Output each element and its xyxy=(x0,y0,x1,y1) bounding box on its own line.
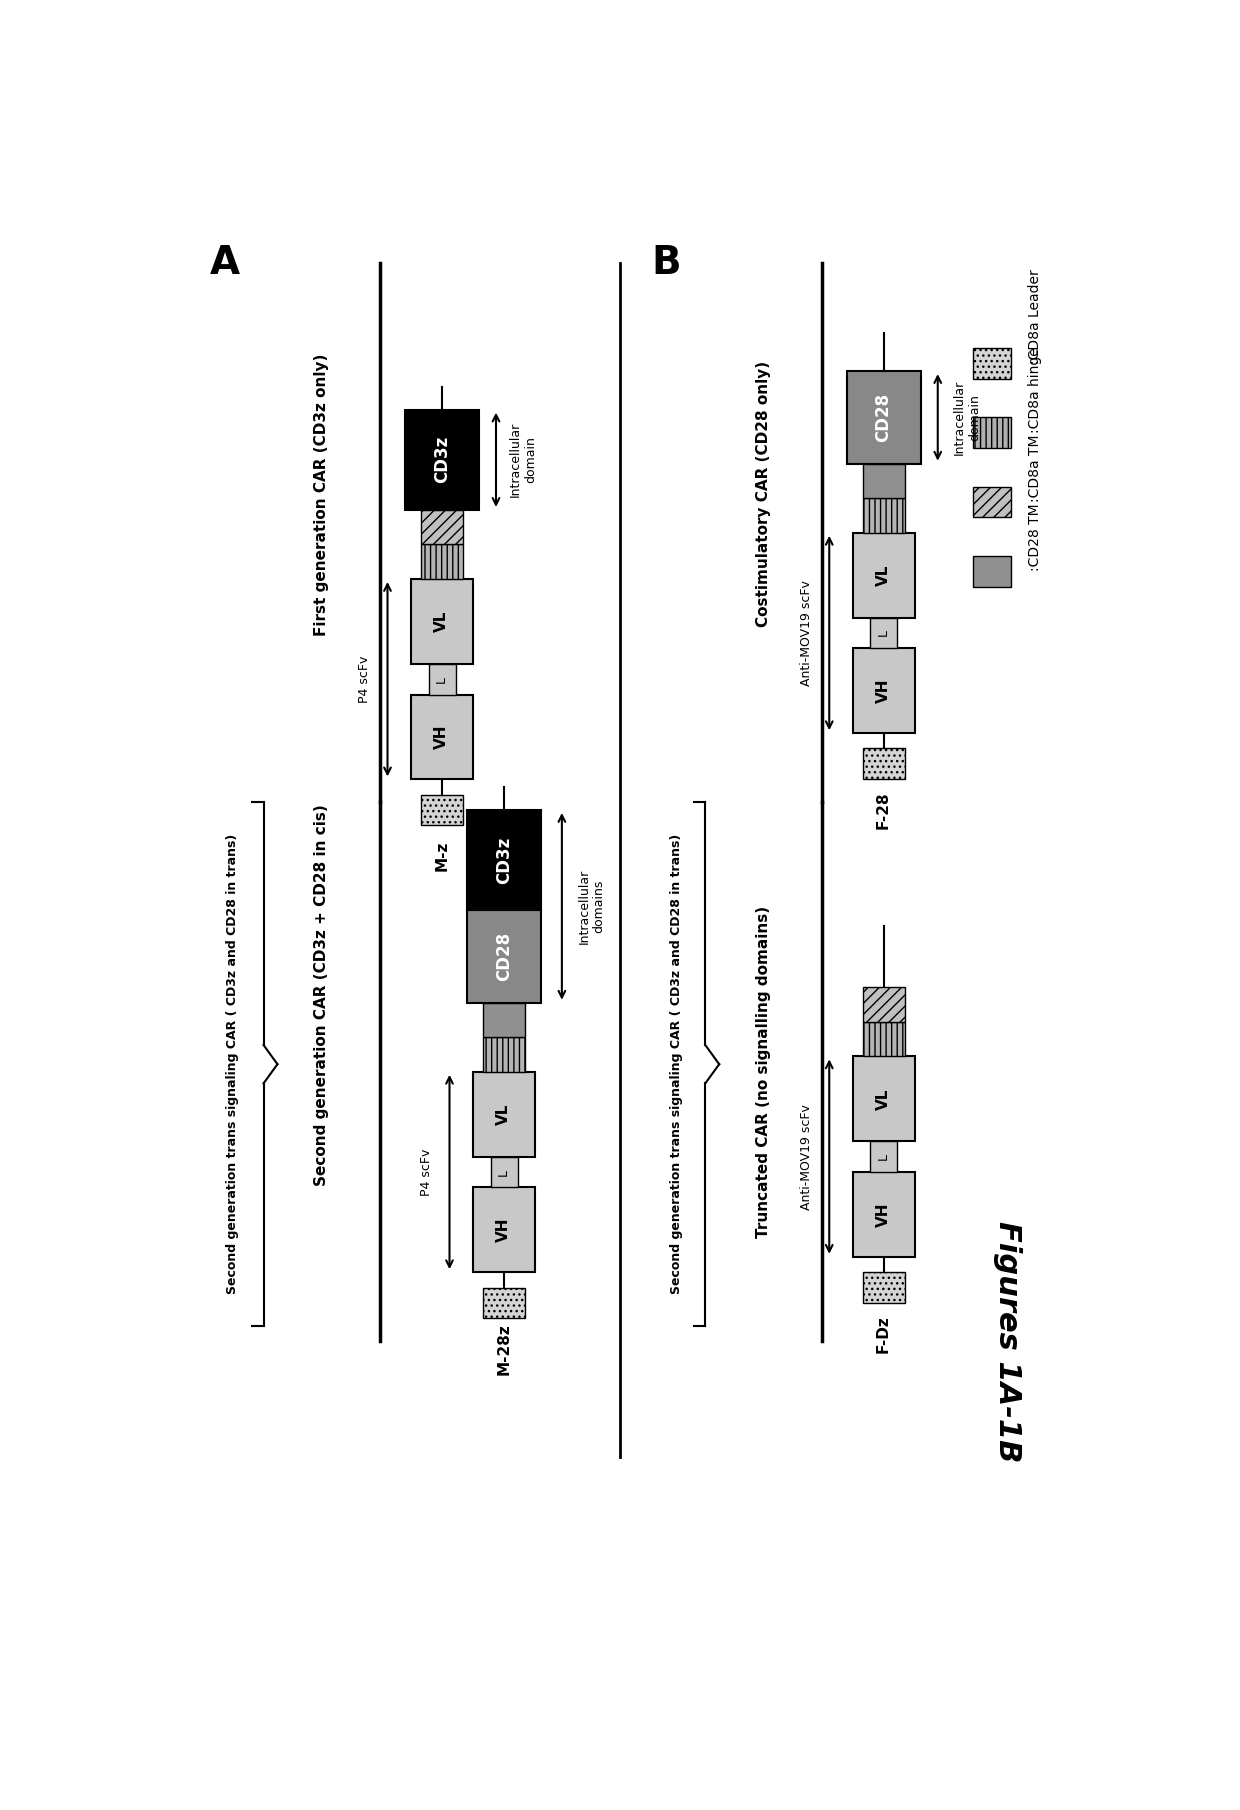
Text: F-28: F-28 xyxy=(875,791,892,829)
Text: :CD8a Leader: :CD8a Leader xyxy=(1028,268,1042,364)
Bar xyxy=(853,532,915,617)
Text: L: L xyxy=(497,1169,510,1175)
Text: Intracellular
domain: Intracellular domain xyxy=(954,380,981,454)
Bar xyxy=(853,1173,915,1256)
Bar xyxy=(853,1057,915,1140)
Text: VH: VH xyxy=(875,679,892,702)
Text: P4 scFv: P4 scFv xyxy=(420,1148,433,1196)
Bar xyxy=(863,749,905,780)
Bar xyxy=(410,695,472,780)
Text: :CD28 TM: :CD28 TM xyxy=(1028,503,1042,572)
Bar xyxy=(491,1157,518,1187)
Text: VL: VL xyxy=(434,610,449,632)
Text: Figures 1A-1B: Figures 1A-1B xyxy=(993,1220,1022,1462)
Bar xyxy=(429,664,456,695)
Bar xyxy=(972,487,1012,518)
Text: Costimulatory CAR (CD28 only): Costimulatory CAR (CD28 only) xyxy=(756,362,771,628)
Text: L: L xyxy=(877,630,890,637)
Bar xyxy=(853,648,915,733)
Text: Second generation trans signaling CAR ( CD3z and CD28 in trans): Second generation trans signaling CAR ( … xyxy=(226,834,239,1294)
Bar xyxy=(482,1003,526,1037)
Bar xyxy=(972,348,1012,378)
Bar xyxy=(467,910,541,1003)
Text: VH: VH xyxy=(434,724,449,749)
Text: Intracellular
domains: Intracellular domains xyxy=(578,869,605,945)
Text: L: L xyxy=(877,1153,890,1160)
Text: VL: VL xyxy=(875,565,892,586)
Text: Second generation CAR (CD3z + CD28 in cis): Second generation CAR (CD3z + CD28 in ci… xyxy=(314,804,329,1186)
Text: VL: VL xyxy=(496,1104,511,1126)
Bar xyxy=(972,418,1012,449)
Bar xyxy=(472,1072,534,1157)
Text: CD3z: CD3z xyxy=(433,436,451,483)
Text: VH: VH xyxy=(875,1202,892,1227)
Bar xyxy=(467,811,541,910)
Text: Second generation trans signaling CAR ( CD3z and CD28 in trans): Second generation trans signaling CAR ( … xyxy=(670,834,683,1294)
Text: CD28: CD28 xyxy=(495,932,513,981)
Text: M-28z: M-28z xyxy=(496,1323,511,1376)
Bar xyxy=(420,545,464,579)
Bar xyxy=(870,1140,898,1173)
Text: VH: VH xyxy=(496,1218,511,1242)
Bar xyxy=(863,1023,905,1057)
Text: M-z: M-z xyxy=(434,842,449,871)
Bar xyxy=(420,795,464,825)
Text: Truncated CAR (no signalling domains): Truncated CAR (no signalling domains) xyxy=(756,905,771,1238)
Text: First generation CAR (CD3z only): First generation CAR (CD3z only) xyxy=(314,353,329,635)
Bar xyxy=(405,409,479,510)
Bar xyxy=(863,463,905,498)
Bar xyxy=(482,1037,526,1072)
Bar xyxy=(870,617,898,648)
Text: L: L xyxy=(435,675,448,682)
Bar xyxy=(847,371,920,463)
Text: CD3z: CD3z xyxy=(495,836,513,883)
Text: Anti-MOV19 scFv: Anti-MOV19 scFv xyxy=(800,579,812,686)
Bar xyxy=(420,510,464,545)
Text: :CD8a TM: :CD8a TM xyxy=(1028,434,1042,501)
Text: A: A xyxy=(210,244,239,282)
Bar xyxy=(410,579,472,664)
Text: F-Dz: F-Dz xyxy=(875,1314,892,1352)
Text: B: B xyxy=(652,244,681,282)
Text: Intracellular
domain: Intracellular domain xyxy=(510,422,537,498)
Text: VL: VL xyxy=(875,1088,892,1110)
Text: CD28: CD28 xyxy=(874,393,893,442)
Text: P4 scFv: P4 scFv xyxy=(358,655,371,702)
Text: :CD8a hinge: :CD8a hinge xyxy=(1028,348,1042,433)
Text: Anti-MOV19 scFv: Anti-MOV19 scFv xyxy=(800,1104,812,1209)
Bar xyxy=(482,1287,526,1318)
Bar xyxy=(863,1272,905,1303)
Bar xyxy=(863,498,905,532)
Bar xyxy=(472,1187,534,1272)
Bar xyxy=(972,556,1012,586)
Bar xyxy=(863,986,905,1023)
